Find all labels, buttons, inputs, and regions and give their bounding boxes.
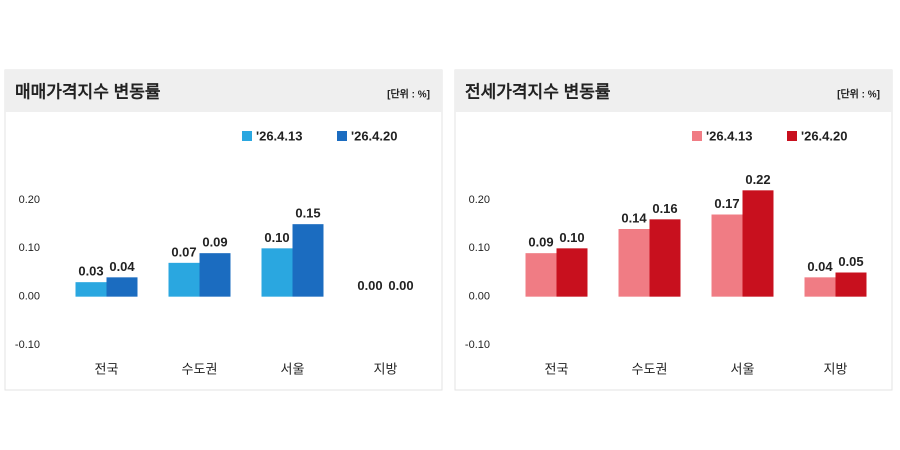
- legend-swatch: [337, 131, 347, 141]
- value-label: 0.10: [559, 230, 584, 245]
- bar: [711, 214, 743, 297]
- x-tick-label: 수도권: [182, 361, 218, 376]
- value-label: 0.09: [202, 235, 227, 250]
- x-tick-label: 서울: [731, 361, 755, 376]
- bar: [525, 253, 557, 297]
- value-label: 0.09: [528, 235, 553, 250]
- value-label: 0.00: [388, 278, 413, 293]
- panel-header: [455, 70, 892, 112]
- legend-label: '26.4.20: [801, 128, 847, 143]
- legend-label: '26.4.20: [351, 128, 397, 143]
- bar: [75, 282, 107, 297]
- legend-label: '26.4.13: [256, 128, 302, 143]
- x-tick-label: 수도권: [632, 361, 668, 376]
- y-tick-label: 0.20: [19, 194, 40, 206]
- panel: [4, 69, 443, 391]
- value-label: 0.17: [714, 196, 739, 211]
- value-label: 0.04: [109, 259, 135, 274]
- unit-label: [단위 : %]: [837, 88, 880, 101]
- y-tick-label: 0.00: [469, 291, 490, 303]
- value-label: 0.10: [264, 230, 289, 245]
- y-tick-label: 0.20: [469, 194, 490, 206]
- bar: [292, 224, 324, 297]
- value-label: 0.14: [621, 210, 647, 225]
- value-label: 0.05: [838, 254, 863, 269]
- x-tick-label: 지방: [824, 361, 848, 376]
- y-tick-label: 0.10: [19, 242, 40, 254]
- x-tick-label: 서울: [281, 361, 305, 376]
- y-tick-label: -0.10: [465, 339, 490, 351]
- y-tick-label: 0.10: [469, 242, 490, 254]
- legend-label: '26.4.13: [706, 128, 752, 143]
- legend-swatch: [787, 131, 797, 141]
- bar: [742, 190, 774, 297]
- x-tick-label: 전국: [545, 361, 569, 376]
- value-label: 0.07: [171, 244, 196, 259]
- unit-label: [단위 : %]: [387, 88, 430, 101]
- bar: [649, 219, 681, 297]
- x-tick-label: 전국: [95, 361, 119, 376]
- value-label: 0.04: [807, 259, 833, 274]
- bar: [261, 248, 293, 297]
- y-tick-label: 0.00: [19, 291, 40, 303]
- y-tick-label: -0.10: [15, 339, 40, 351]
- chart-title: 전세가격지수 변동률: [465, 82, 611, 101]
- bar: [804, 277, 836, 297]
- legend-swatch: [242, 131, 252, 141]
- legend-swatch: [692, 131, 702, 141]
- bar: [618, 229, 650, 297]
- bar: [199, 253, 231, 297]
- value-label: 0.22: [745, 172, 770, 187]
- bar: [168, 262, 200, 297]
- panel-header: [5, 70, 442, 112]
- bar: [835, 272, 867, 297]
- x-tick-label: 지방: [374, 361, 398, 376]
- value-label: 0.03: [78, 264, 103, 279]
- value-label: 0.16: [652, 201, 677, 216]
- bar: [106, 277, 138, 297]
- bar: [556, 248, 588, 297]
- value-label: 0.00: [357, 278, 382, 293]
- value-label: 0.15: [295, 206, 320, 221]
- chart-title: 매매가격지수 변동률: [15, 82, 161, 101]
